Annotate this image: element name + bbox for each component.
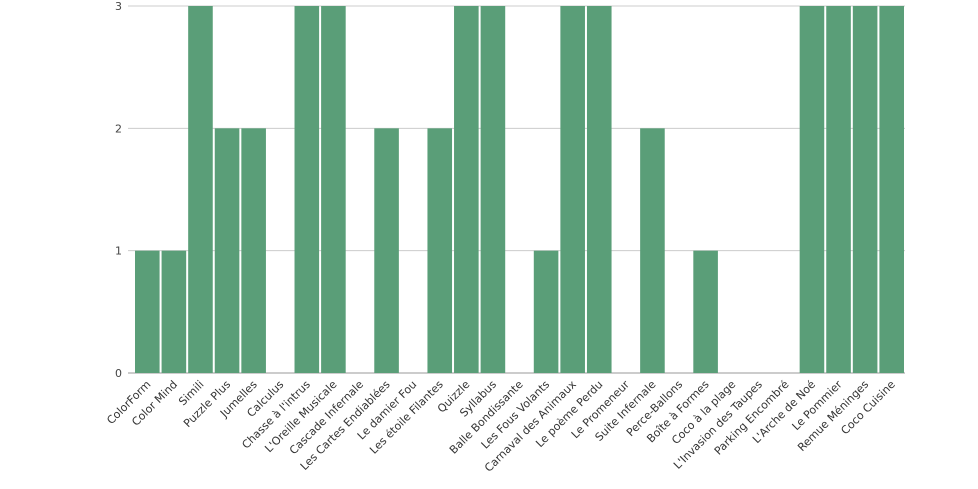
bar <box>852 6 878 373</box>
bars <box>135 6 904 373</box>
bar <box>560 6 585 373</box>
bar <box>826 6 851 373</box>
bar <box>321 6 346 373</box>
bar <box>374 128 399 373</box>
bar <box>294 6 320 373</box>
y-axis-ticks: 0 1 2 3 <box>115 0 122 380</box>
bar <box>586 6 612 373</box>
bar <box>480 6 506 373</box>
bar <box>241 128 266 373</box>
bar <box>454 6 479 373</box>
y-tick-label: 0 <box>115 367 122 380</box>
bar <box>135 250 160 373</box>
bar <box>188 6 213 373</box>
y-tick-label: 1 <box>115 245 122 258</box>
bar <box>799 6 825 373</box>
bar <box>879 6 904 373</box>
y-tick-label: 3 <box>115 0 122 13</box>
y-tick-label: 2 <box>115 122 122 135</box>
bar <box>214 128 240 373</box>
bar <box>640 128 665 373</box>
bar <box>693 250 718 373</box>
bar <box>533 250 559 373</box>
bar <box>427 128 453 373</box>
bar <box>161 250 187 373</box>
